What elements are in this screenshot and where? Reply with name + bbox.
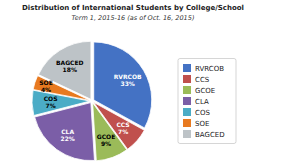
data-label-name: GCOE	[97, 133, 116, 140]
chart-container: Distribution of International Students b…	[0, 0, 303, 167]
legend-label: SOE	[195, 120, 209, 128]
legend-frame	[178, 59, 236, 144]
legend-swatch	[183, 130, 191, 138]
data-label-name: CCS	[116, 121, 129, 128]
legend: RVRCOB CCS GCOE CLA COS SOE BAGCED	[178, 59, 236, 144]
legend-swatch	[183, 75, 191, 83]
legend-label: CCS	[195, 76, 210, 84]
data-label-value: 7%	[45, 102, 55, 109]
data-label-value: 18%	[63, 66, 77, 73]
data-label-value: 22%	[60, 135, 74, 142]
legend-swatch	[183, 86, 191, 94]
chart: Distribution of International Students b…	[0, 0, 303, 167]
legend-label: RVRCOB	[195, 65, 224, 73]
legend-swatch	[183, 97, 191, 105]
legend-swatch	[183, 64, 191, 72]
legend-label: BAGCED	[195, 131, 225, 139]
title: Distribution of International Students b…	[22, 4, 244, 12]
legend-swatch	[183, 119, 191, 127]
data-label-name: BAGCED	[56, 59, 84, 66]
data-labels: RVRCOB33%CCS7%GCOE9%CLA22%COS7%SOE4%BAGC…	[39, 59, 142, 147]
data-label-value: 9%	[101, 140, 111, 147]
legend-label: CLA	[195, 98, 209, 106]
data-label-name: CLA	[61, 128, 74, 135]
data-label-value: 33%	[120, 80, 134, 87]
legend-swatch	[183, 108, 191, 116]
data-label-value: 7%	[118, 128, 128, 135]
legend-label: COS	[195, 109, 210, 117]
data-label-name: SOE	[39, 79, 53, 86]
data-label-name: RVRCOB	[114, 73, 142, 80]
data-label-name: COS	[44, 95, 58, 102]
wedge	[38, 41, 90, 99]
wedges	[32, 41, 152, 160]
legend-label: GCOE	[195, 87, 215, 95]
subtitle: Term 1, 2015-16 (as of Oct. 16, 2015)	[72, 14, 195, 22]
data-label-value: 4%	[41, 86, 51, 93]
